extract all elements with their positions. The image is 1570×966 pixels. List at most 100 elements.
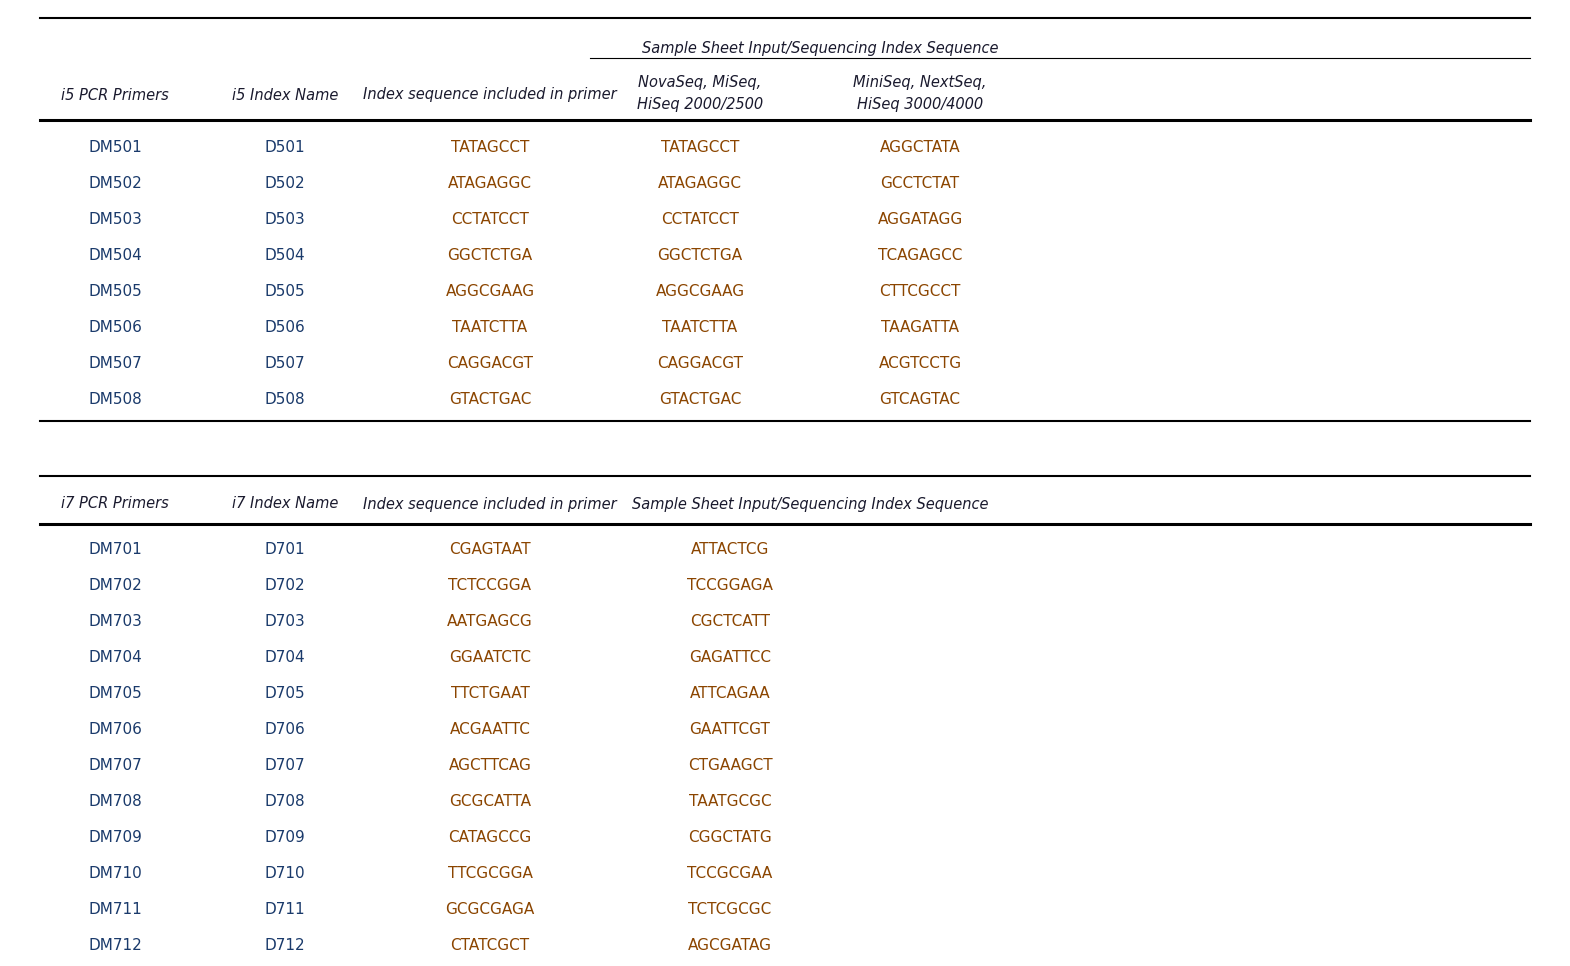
Text: GGCTCTGA: GGCTCTGA	[658, 247, 743, 263]
Text: DM502: DM502	[88, 176, 141, 190]
Text: Index sequence included in primer: Index sequence included in primer	[363, 88, 617, 102]
Text: DM504: DM504	[88, 247, 141, 263]
Text: TAAGATTA: TAAGATTA	[881, 320, 959, 334]
Text: ATAGAGGC: ATAGAGGC	[658, 176, 743, 190]
Text: CATAGCCG: CATAGCCG	[449, 831, 532, 845]
Text: CTATCGCT: CTATCGCT	[451, 939, 529, 953]
Text: D503: D503	[265, 212, 306, 226]
Text: D704: D704	[265, 650, 305, 666]
Text: AGCGATAG: AGCGATAG	[688, 939, 772, 953]
Text: D706: D706	[265, 723, 306, 737]
Text: GGAATCTC: GGAATCTC	[449, 650, 531, 666]
Text: DM507: DM507	[88, 355, 141, 371]
Text: i7 Index Name: i7 Index Name	[232, 497, 338, 512]
Text: D505: D505	[265, 283, 305, 298]
Text: DM707: DM707	[88, 758, 141, 774]
Text: NovaSeq, MiSeq,: NovaSeq, MiSeq,	[639, 74, 761, 90]
Text: TATAGCCT: TATAGCCT	[661, 139, 739, 155]
Text: TTCTGAAT: TTCTGAAT	[451, 687, 529, 701]
Text: GTACTGAC: GTACTGAC	[449, 391, 531, 407]
Text: DM704: DM704	[88, 650, 141, 666]
Text: DM710: DM710	[88, 867, 141, 882]
Text: DM508: DM508	[88, 391, 141, 407]
Text: GCGCGAGA: GCGCGAGA	[446, 902, 535, 918]
Text: AGCTTCAG: AGCTTCAG	[449, 758, 531, 774]
Text: AGGCGAAG: AGGCGAAG	[446, 283, 534, 298]
Text: GAATTCGT: GAATTCGT	[689, 723, 771, 737]
Text: D508: D508	[265, 391, 305, 407]
Text: D711: D711	[265, 902, 305, 918]
Text: TCCGCGAA: TCCGCGAA	[688, 867, 772, 882]
Text: D504: D504	[265, 247, 305, 263]
Text: AGGCTATA: AGGCTATA	[879, 139, 961, 155]
Text: CGCTCATT: CGCTCATT	[689, 614, 769, 630]
Text: TAATCTTA: TAATCTTA	[663, 320, 738, 334]
Text: ATTCAGAA: ATTCAGAA	[689, 687, 771, 701]
Text: HiSeq 3000/4000: HiSeq 3000/4000	[857, 97, 983, 111]
Text: D703: D703	[265, 614, 306, 630]
Text: D708: D708	[265, 794, 305, 810]
Text: DM703: DM703	[88, 614, 141, 630]
Text: TAATGCGC: TAATGCGC	[689, 794, 771, 810]
Text: DM702: DM702	[88, 579, 141, 593]
Text: D712: D712	[265, 939, 305, 953]
Text: DM712: DM712	[88, 939, 141, 953]
Text: AATGAGCG: AATGAGCG	[447, 614, 532, 630]
Text: DM711: DM711	[88, 902, 141, 918]
Text: D707: D707	[265, 758, 305, 774]
Text: GTACTGAC: GTACTGAC	[659, 391, 741, 407]
Text: ATTACTCG: ATTACTCG	[691, 543, 769, 557]
Text: ATAGAGGC: ATAGAGGC	[447, 176, 532, 190]
Text: Sample Sheet Input/Sequencing Index Sequence: Sample Sheet Input/Sequencing Index Sequ…	[642, 41, 999, 55]
Text: D507: D507	[265, 355, 305, 371]
Text: CAGGACGT: CAGGACGT	[447, 355, 532, 371]
Text: TAATCTTA: TAATCTTA	[452, 320, 528, 334]
Text: D710: D710	[265, 867, 305, 882]
Text: TCTCGCGC: TCTCGCGC	[688, 902, 771, 918]
Text: DM709: DM709	[88, 831, 141, 845]
Text: TCTCCGGA: TCTCCGGA	[449, 579, 532, 593]
Text: Index sequence included in primer: Index sequence included in primer	[363, 497, 617, 512]
Text: CGGCTATG: CGGCTATG	[688, 831, 772, 845]
Text: TCCGGAGA: TCCGGAGA	[688, 579, 772, 593]
Text: GGCTCTGA: GGCTCTGA	[447, 247, 532, 263]
Text: GAGATTCC: GAGATTCC	[689, 650, 771, 666]
Text: DM708: DM708	[88, 794, 141, 810]
Text: D705: D705	[265, 687, 305, 701]
Text: GTCAGTAC: GTCAGTAC	[879, 391, 961, 407]
Text: TCAGAGCC: TCAGAGCC	[878, 247, 962, 263]
Text: Sample Sheet Input/Sequencing Index Sequence: Sample Sheet Input/Sequencing Index Sequ…	[631, 497, 988, 512]
Text: D709: D709	[265, 831, 306, 845]
Text: D502: D502	[265, 176, 305, 190]
Text: CTGAAGCT: CTGAAGCT	[688, 758, 772, 774]
Text: DM503: DM503	[88, 212, 141, 226]
Text: CTTCGCCT: CTTCGCCT	[879, 283, 961, 298]
Text: i5 Index Name: i5 Index Name	[232, 88, 338, 102]
Text: i5 PCR Primers: i5 PCR Primers	[61, 88, 170, 102]
Text: CCTATCCT: CCTATCCT	[661, 212, 739, 226]
Text: D506: D506	[265, 320, 306, 334]
Text: CCTATCCT: CCTATCCT	[451, 212, 529, 226]
Text: MiniSeq, NextSeq,: MiniSeq, NextSeq,	[854, 74, 986, 90]
Text: D701: D701	[265, 543, 305, 557]
Text: DM505: DM505	[88, 283, 141, 298]
Text: TTCGCGGA: TTCGCGGA	[447, 867, 532, 882]
Text: TATAGCCT: TATAGCCT	[451, 139, 529, 155]
Text: CAGGACGT: CAGGACGT	[656, 355, 743, 371]
Text: DM701: DM701	[88, 543, 141, 557]
Text: HiSeq 2000/2500: HiSeq 2000/2500	[637, 97, 763, 111]
Text: GCCTCTAT: GCCTCTAT	[881, 176, 959, 190]
Text: DM501: DM501	[88, 139, 141, 155]
Text: GCGCATTA: GCGCATTA	[449, 794, 531, 810]
Text: ACGAATTC: ACGAATTC	[449, 723, 531, 737]
Text: DM506: DM506	[88, 320, 141, 334]
Text: AGGATAGG: AGGATAGG	[878, 212, 962, 226]
Text: D501: D501	[265, 139, 305, 155]
Text: CGAGTAAT: CGAGTAAT	[449, 543, 531, 557]
Text: D702: D702	[265, 579, 305, 593]
Text: ACGTCCTG: ACGTCCTG	[879, 355, 961, 371]
Text: DM705: DM705	[88, 687, 141, 701]
Text: DM706: DM706	[88, 723, 141, 737]
Text: AGGCGAAG: AGGCGAAG	[655, 283, 744, 298]
Text: i7 PCR Primers: i7 PCR Primers	[61, 497, 170, 512]
